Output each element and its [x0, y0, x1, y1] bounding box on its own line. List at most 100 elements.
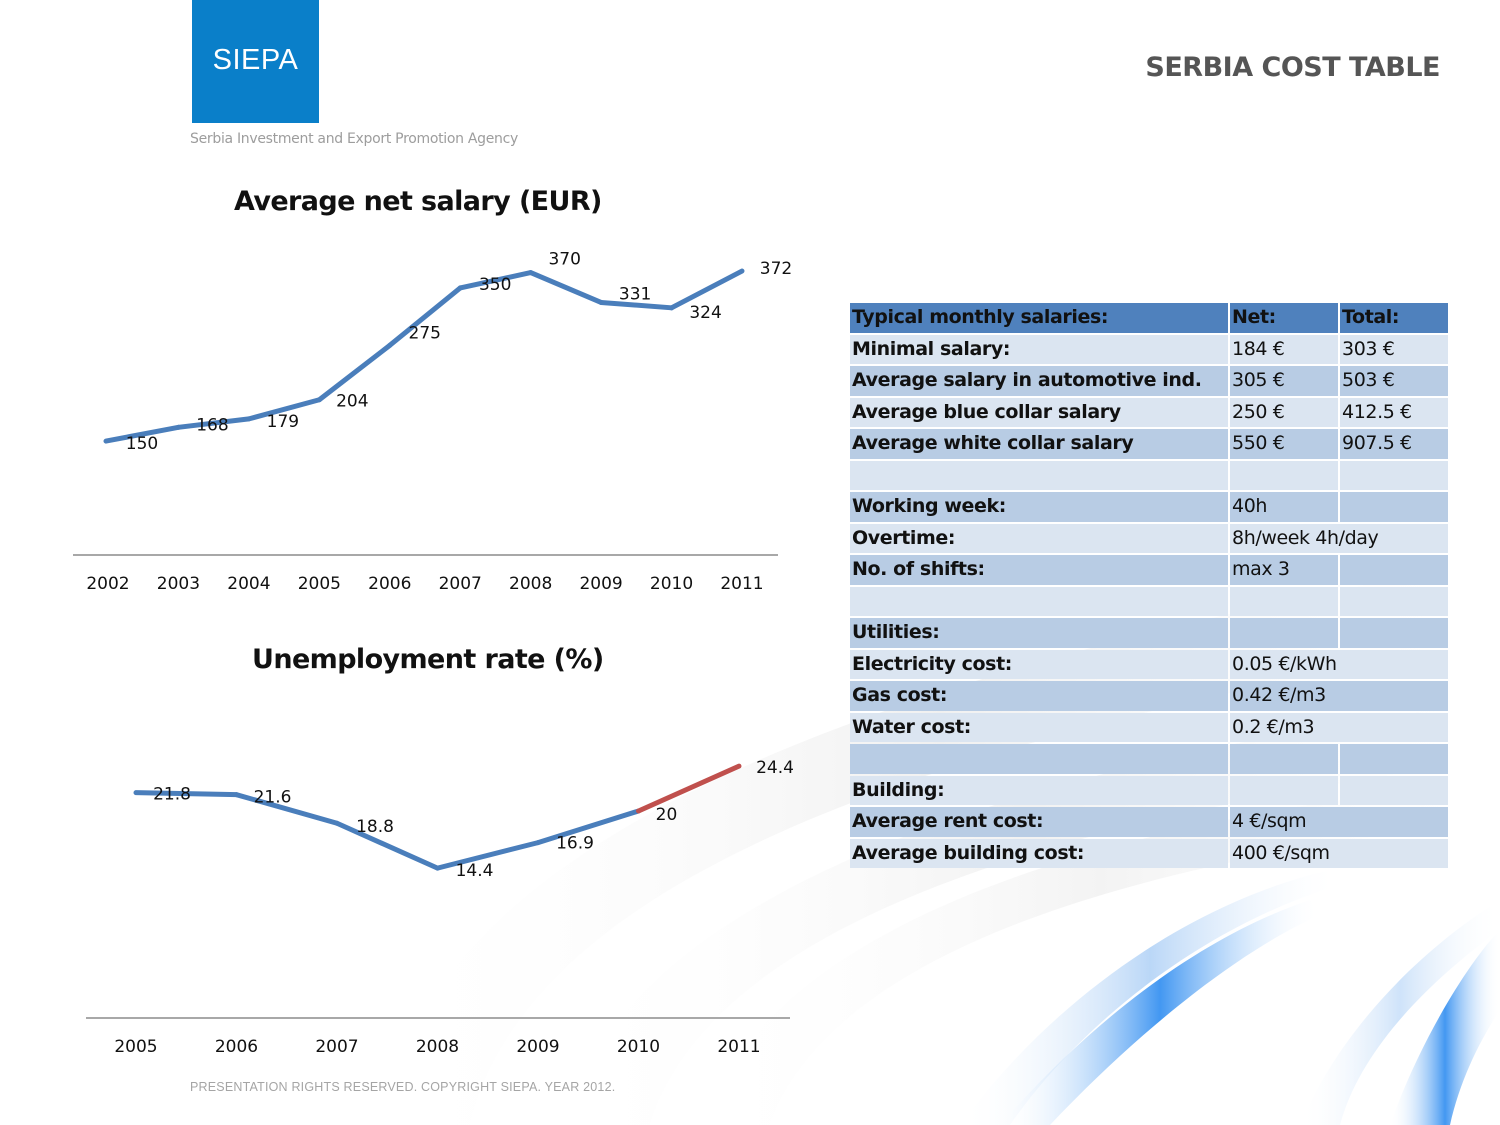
table-row: No. of shifts: max 3: [850, 555, 1448, 585]
table-row: [850, 460, 1448, 490]
row-value: 0.2 €/m3: [1230, 712, 1448, 742]
row-label: Average salary in automotive ind.: [850, 366, 1228, 396]
row-total-value: [1340, 586, 1448, 616]
series-line-segment: [133, 790, 239, 798]
x-tick-label: 2008: [416, 1037, 459, 1057]
row-total-value: [1340, 492, 1448, 522]
unemployment-chart-title: Unemployment rate (%): [252, 644, 604, 675]
row-label: [850, 460, 1228, 490]
row-total-value: 503 €: [1340, 366, 1448, 396]
row-net-value: 40h: [1230, 492, 1338, 522]
x-tick-label: 2010: [650, 574, 693, 594]
table-header-cell: Net:: [1230, 303, 1338, 333]
series-line-segment: [636, 763, 742, 814]
data-label: 16.9: [556, 834, 594, 854]
data-label: 179: [267, 412, 299, 432]
series-line-segment: [435, 840, 541, 871]
x-tick-label: 2009: [579, 574, 622, 594]
data-label: 150: [126, 434, 158, 454]
agency-name: Serbia Investment and Export Promotion A…: [190, 131, 518, 147]
row-label: [850, 744, 1228, 774]
row-label: Water cost:: [850, 712, 1228, 742]
table-row: Water cost: 0.2 €/m3: [850, 712, 1448, 742]
data-label: 275: [409, 323, 441, 343]
row-value: 8h/week 4h/day: [1230, 523, 1448, 553]
series-line-segment: [334, 820, 440, 871]
table-header-cell: Typical monthly salaries:: [850, 303, 1228, 333]
row-net-value: [1230, 744, 1338, 774]
series-line-segment: [387, 285, 463, 348]
row-label: Minimal salary:: [850, 334, 1228, 364]
row-label: Average blue collar salary: [850, 397, 1228, 427]
table-row: Average building cost: 400 €/sqm: [850, 838, 1448, 868]
table-row: Overtime: 8h/week 4h/day: [850, 523, 1448, 553]
series-line-segment: [316, 342, 393, 403]
series-line-segment: [175, 416, 252, 430]
footer-copyright: PRESENTATION RIGHTS RESERVED. COPYRIGHT …: [190, 1080, 616, 1094]
x-tick-label: 2007: [315, 1037, 358, 1057]
row-net-value: [1230, 618, 1338, 648]
data-label: 24.4: [756, 758, 794, 778]
row-net-value: [1230, 586, 1338, 616]
row-total-value: 303 €: [1340, 334, 1448, 364]
series-line-segment: [528, 270, 604, 305]
data-label: 21.8: [153, 785, 191, 805]
data-label: 324: [689, 303, 721, 323]
row-value: 0.05 €/kWh: [1230, 649, 1448, 679]
row-label: Overtime:: [850, 523, 1228, 553]
series-line-segment: [669, 268, 745, 311]
series-line-segment: [234, 792, 340, 826]
table-header-row: Typical monthly salaries: Net: Total:: [850, 303, 1448, 333]
table-row: Working week: 40h: [850, 492, 1448, 522]
row-total-value: [1340, 775, 1448, 805]
table-row: Average blue collar salary 250 €412.5 €: [850, 397, 1448, 427]
row-net-value: [1230, 460, 1338, 490]
row-value: 4 €/sqm: [1230, 807, 1448, 837]
table-row: [850, 586, 1448, 616]
row-net-value: 250 €: [1230, 397, 1338, 427]
row-total-value: [1340, 618, 1448, 648]
row-label: Building:: [850, 775, 1228, 805]
row-value: 400 €/sqm: [1230, 838, 1448, 868]
siepa-logo: SIEPA: [192, 0, 319, 123]
row-label: Average white collar salary: [850, 429, 1228, 459]
x-tick-label: 2010: [617, 1037, 660, 1057]
data-label: 18.8: [356, 817, 394, 837]
row-total-value: [1340, 555, 1448, 585]
x-tick-label: 2003: [157, 574, 200, 594]
x-tick-label: 2006: [368, 574, 411, 594]
row-label: Average building cost:: [850, 838, 1228, 868]
data-label: 372: [760, 259, 792, 279]
row-net-value: 305 €: [1230, 366, 1338, 396]
table-row: Minimal salary: 184 €303 €: [850, 334, 1448, 364]
x-tick-label: 2011: [720, 574, 763, 594]
row-label: Electricity cost:: [850, 649, 1228, 679]
x-tick-label: 2006: [215, 1037, 258, 1057]
row-label: Working week:: [850, 492, 1228, 522]
data-label: 370: [548, 250, 580, 270]
salary-chart-title: Average net salary (EUR): [234, 186, 602, 217]
table-row: Electricity cost: 0.05 €/kWh: [850, 649, 1448, 679]
data-label: 21.6: [254, 788, 292, 808]
table-row: Utilities:: [850, 618, 1448, 648]
row-total-value: 412.5 €: [1340, 397, 1448, 427]
series-line-segment: [598, 299, 675, 311]
x-tick-label: 2011: [717, 1037, 760, 1057]
x-tick-label: 2005: [114, 1037, 157, 1057]
table-header-cell: Total:: [1340, 303, 1448, 333]
series-line-segment: [103, 424, 181, 444]
series-line-segment: [246, 397, 322, 422]
x-tick-label: 2009: [516, 1037, 559, 1057]
table-row: Average white collar salary 550 €907.5 €: [850, 429, 1448, 459]
data-label: 350: [479, 275, 511, 295]
data-label: 20: [656, 805, 678, 825]
row-net-value: max 3: [1230, 555, 1338, 585]
row-total-value: [1340, 460, 1448, 490]
row-total-value: 907.5 €: [1340, 429, 1448, 459]
row-value: 0.42 €/m3: [1230, 681, 1448, 711]
logo-text: SIEPA: [212, 44, 299, 76]
x-tick-label: 2002: [86, 574, 129, 594]
table-row: Average salary in automotive ind. 305 €50…: [850, 366, 1448, 396]
row-label: No. of shifts:: [850, 555, 1228, 585]
row-net-value: 184 €: [1230, 334, 1338, 364]
